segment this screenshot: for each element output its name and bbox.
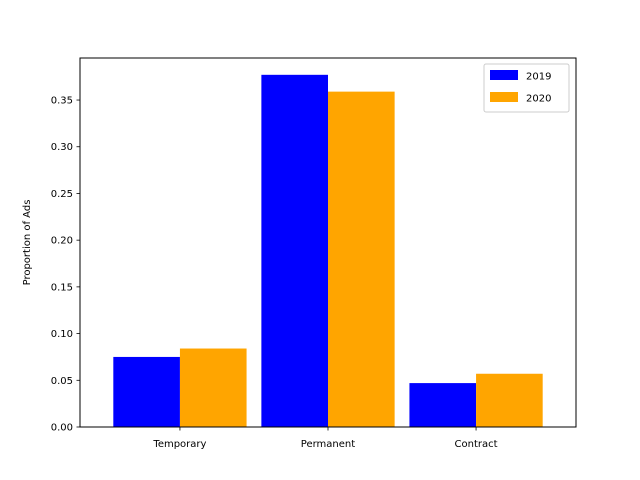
x-tick-label: Contract [455,439,498,450]
bar-2019-permanent [261,74,328,428]
bar-2019-contract [409,383,477,427]
bar-2020-temporary [179,348,247,427]
plot-frame [79,57,577,428]
legend-label-2019: 2019 [526,72,551,83]
legend-label-2020: 2020 [526,94,551,105]
y-tick-label: 0.20 [51,236,73,247]
bar-2020-permanent [328,91,395,428]
x-tick-label: Permanent [301,439,355,450]
y-tick-label: 0.25 [51,189,73,200]
bar-2020-contract [476,373,543,427]
bar-2019-temporary [113,356,180,427]
y-axis-label: Proportion of Ads [22,200,33,286]
y-tick-label: 0.35 [51,96,73,107]
bars-group [113,74,543,428]
x-tick-label: Temporary [152,439,206,450]
y-tick-label: 0.15 [51,282,73,293]
x-axis-ticks: Temporary Permanent Contract [152,427,498,450]
legend-swatch-2019 [490,70,518,80]
y-tick-label: 0.00 [51,423,73,434]
y-tick-label: 0.10 [51,329,73,340]
legend: 2019 2020 [483,63,570,113]
y-axis-ticks: 0.00 0.05 0.10 0.15 0.20 0.25 0.30 0.35 [51,96,80,434]
legend-swatch-2020 [490,92,518,102]
y-tick-label: 0.05 [51,376,73,387]
y-tick-label: 0.30 [51,142,73,153]
